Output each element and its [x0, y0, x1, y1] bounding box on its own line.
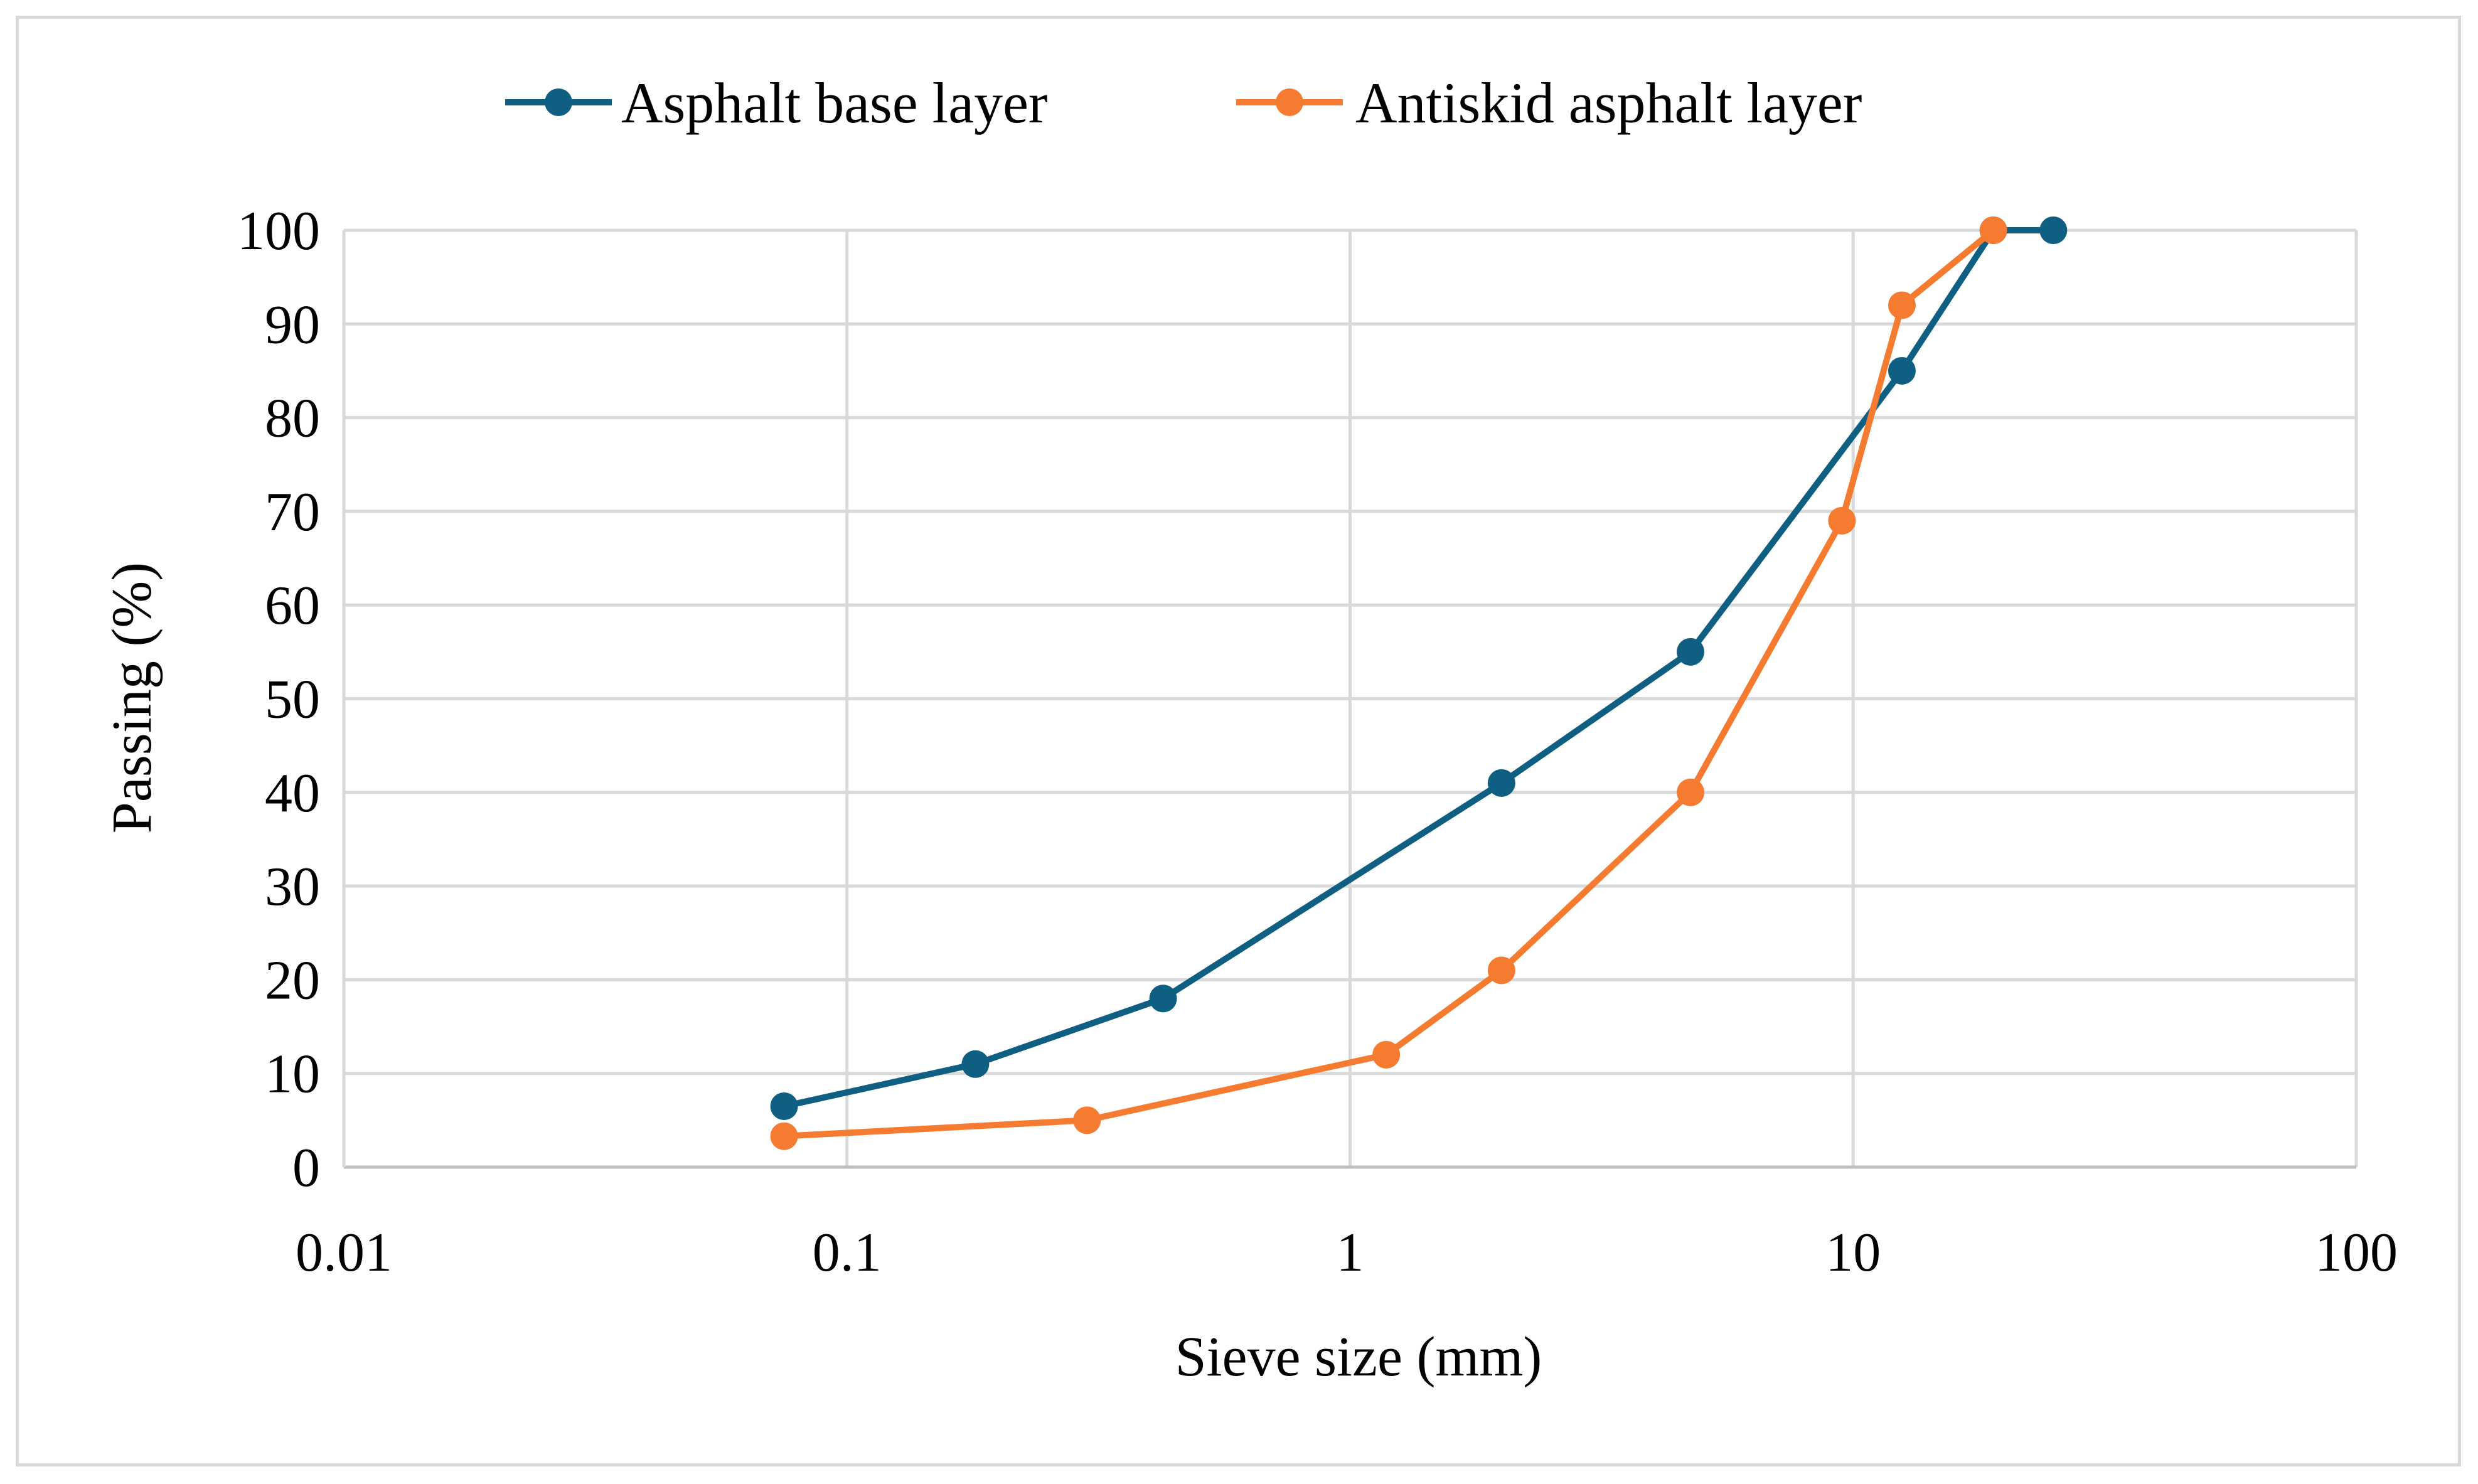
legend-label: Asphalt base layer — [621, 71, 1048, 135]
x-tick-label: 0.1 — [813, 1222, 882, 1283]
y-axis-title: Passing (%) — [101, 562, 163, 833]
data-point — [1979, 216, 2007, 244]
data-point — [1073, 1106, 1101, 1134]
data-point — [1888, 356, 1916, 385]
series-1 — [770, 216, 2068, 1120]
y-tick-label: 50 — [265, 670, 320, 730]
y-tick-label: 90 — [265, 294, 320, 355]
data-point — [2039, 216, 2068, 244]
data-point — [1487, 769, 1515, 797]
legend-item-1: Asphalt base layer — [505, 71, 1048, 135]
y-tick-label: 20 — [265, 950, 320, 1011]
x-tick-labels: 0.01 0.1 1 10 100 — [296, 1222, 2398, 1283]
y-tick-labels: 0 10 20 30 40 50 60 70 80 90 100 — [237, 201, 320, 1198]
data-point — [1828, 506, 1856, 535]
data-point — [1487, 956, 1515, 985]
axes — [342, 230, 2356, 1169]
series-line — [784, 228, 1995, 1140]
legend-label: Antiskid asphalt layer — [1355, 71, 1862, 135]
y-tick-label: 70 — [265, 482, 320, 543]
series-layer — [770, 216, 2068, 1150]
y-tick-label: 10 — [265, 1044, 320, 1105]
data-point — [1149, 985, 1177, 1013]
x-tick-label: 1 — [1337, 1222, 1364, 1283]
y-tick-label: 30 — [265, 857, 320, 917]
chart-frame — [16, 16, 2461, 1466]
x-axis-title: Sieve size (mm) — [1175, 1326, 1542, 1388]
x-tick-label: 100 — [2315, 1222, 2398, 1283]
legend-item-2: Antiskid asphalt layer — [1236, 71, 1862, 135]
legend-swatch-marker — [1276, 88, 1303, 116]
y-tick-label: 0 — [292, 1138, 320, 1198]
data-point — [1677, 638, 1705, 666]
data-point — [1888, 291, 1916, 319]
y-tick-label: 40 — [265, 763, 320, 824]
grid — [344, 228, 2358, 1167]
data-point — [1372, 1040, 1401, 1069]
data-point — [961, 1050, 990, 1078]
data-point — [1677, 778, 1705, 806]
y-tick-label: 100 — [237, 201, 320, 262]
x-tick-label: 10 — [1825, 1222, 1881, 1283]
series-line — [783, 227, 2054, 1109]
legend-swatch-marker — [545, 88, 572, 116]
y-tick-label: 80 — [265, 388, 320, 449]
x-tick-label: 0.01 — [296, 1222, 392, 1283]
series-2 — [770, 216, 2007, 1150]
data-point — [770, 1092, 798, 1120]
y-tick-label: 60 — [265, 575, 320, 636]
legend: Asphalt base layer Antiskid asphalt layer — [505, 71, 1862, 135]
data-point — [770, 1122, 798, 1150]
